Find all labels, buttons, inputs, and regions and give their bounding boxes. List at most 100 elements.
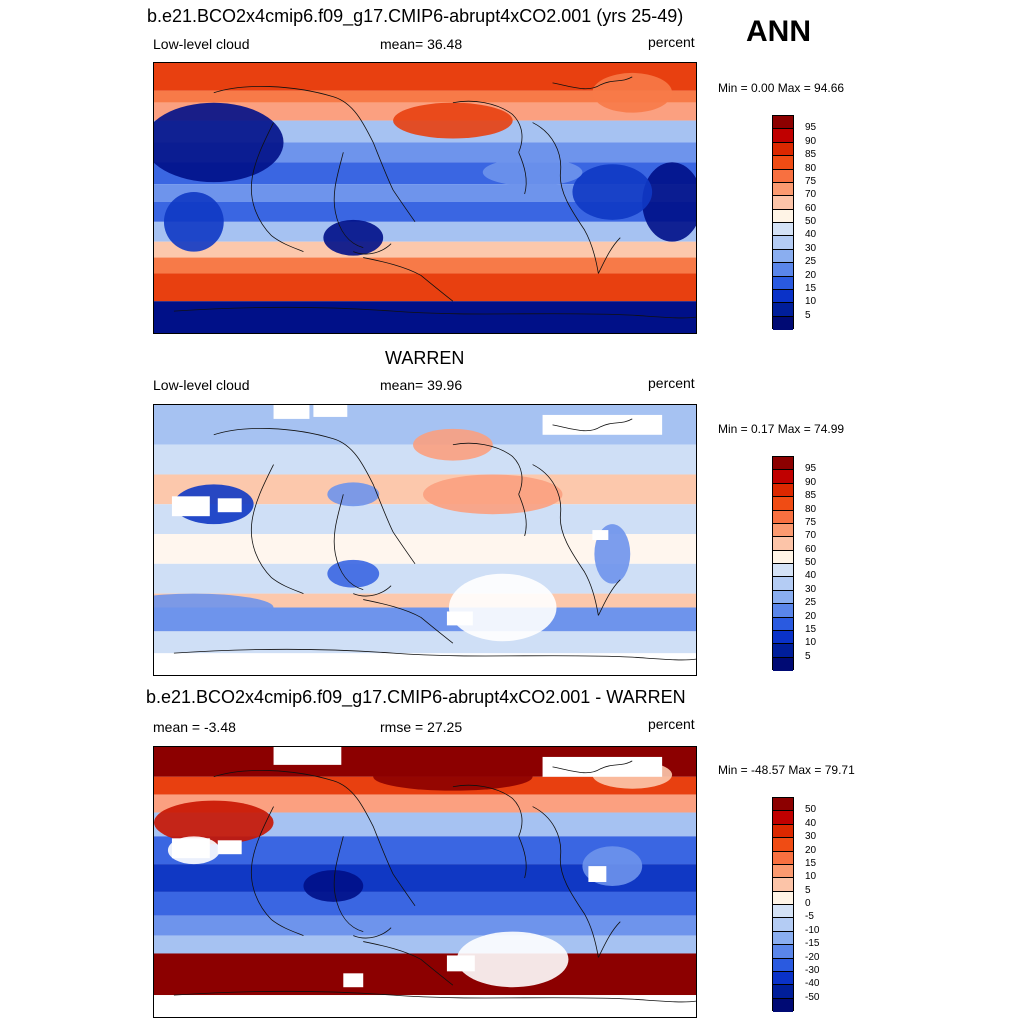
colorbar-swatch: [773, 236, 793, 250]
panel-2-variable-label: Low-level cloud: [153, 377, 250, 393]
colorbar-swatch: [773, 223, 793, 237]
colorbar-tick-label: 30: [805, 583, 817, 595]
colorbar-swatch: [773, 564, 793, 578]
panel-2-map: [153, 404, 697, 676]
panel-1-variable-label: Low-level cloud: [153, 36, 250, 52]
colorbar-tick-label: 75: [805, 175, 817, 187]
colorbar-tick-label: 0: [805, 898, 811, 909]
colorbar-tick-label: 20: [805, 844, 817, 856]
colorbar-tick-label: 80: [805, 503, 817, 515]
colorbar-swatch: [773, 630, 793, 645]
colorbar-tick-label: 50: [805, 216, 817, 227]
panel-3-mean-label: mean = -3.48: [153, 719, 236, 735]
colorbar-swatch: [773, 209, 793, 223]
colorbar-swatch: [773, 891, 793, 905]
colorbar-swatch: [773, 303, 793, 317]
panel-3-rmse-label: rmse = 27.25: [380, 719, 463, 735]
colorbar-swatch: [773, 537, 793, 551]
panel-1-map: [153, 62, 697, 334]
colorbar-swatch: [773, 798, 793, 812]
colorbar-tick-label: -30: [805, 964, 820, 976]
colorbar-tick-label: 20: [805, 610, 817, 622]
colorbar-tick-label: 10: [805, 296, 817, 308]
colorbar-swatch: [773, 864, 793, 879]
colorbar-tick-label: 40: [805, 570, 817, 582]
panel-1-title: b.e21.BCO2x4cmip6.f09_g17.CMIP6-abrupt4x…: [147, 6, 684, 26]
colorbar-tick-label: 85: [805, 490, 817, 502]
panel-1-colorbar: [772, 115, 794, 330]
colorbar-swatch: [773, 657, 793, 671]
colorbar-swatch: [773, 878, 793, 892]
colorbar-tick-label: 70: [805, 530, 817, 542]
colorbar-tick-label: 90: [805, 476, 817, 488]
colorbar-swatch: [773, 156, 793, 170]
colorbar-tick-label: 25: [805, 256, 817, 268]
colorbar-swatch: [773, 142, 793, 157]
colorbar-swatch: [773, 289, 793, 304]
colorbar-tick-label: 50: [805, 557, 817, 568]
panel-2-minmax: Min = 0.17 Max = 74.99: [718, 422, 845, 436]
colorbar-swatch: [773, 196, 793, 210]
colorbar-swatch: [773, 523, 793, 538]
colorbar-swatch: [773, 617, 793, 631]
colorbar-tick-label: 60: [805, 543, 817, 555]
colorbar-tick-label: 85: [805, 149, 817, 161]
colorbar-swatch: [773, 316, 793, 330]
colorbar-tick-label: 40: [805, 229, 817, 241]
colorbar-tick-label: -50: [805, 991, 820, 1003]
colorbar-tick-label: -5: [805, 911, 814, 923]
colorbar-swatch: [773, 918, 793, 932]
colorbar-tick-label: 10: [805, 637, 817, 649]
colorbar-tick-label: -15: [805, 938, 820, 950]
colorbar-tick-label: 15: [805, 623, 817, 635]
colorbar-swatch: [773, 931, 793, 946]
colorbar-tick-label: 5: [805, 650, 811, 662]
colorbar-tick-label: -20: [805, 951, 820, 963]
colorbar-swatch: [773, 116, 793, 130]
colorbar-swatch: [773, 129, 793, 143]
colorbar-swatch: [773, 276, 793, 290]
panel-3-map: [153, 746, 697, 1018]
colorbar-tick-label: 70: [805, 189, 817, 201]
colorbar-swatch: [773, 985, 793, 999]
colorbar-swatch: [773, 838, 793, 852]
colorbar-swatch: [773, 470, 793, 484]
colorbar-tick-label: 25: [805, 597, 817, 609]
panel-2-title: WARREN: [385, 348, 465, 368]
colorbar-swatch: [773, 182, 793, 197]
colorbar-swatch: [773, 550, 793, 564]
colorbar-swatch: [773, 249, 793, 264]
colorbar-swatch: [773, 497, 793, 511]
panel-3-units-label: percent: [648, 716, 695, 732]
panel-1-mean-label: mean= 36.48: [380, 36, 463, 52]
colorbar-tick-label: 30: [805, 242, 817, 254]
colorbar-swatch: [773, 811, 793, 825]
colorbar-tick-label: 10: [805, 871, 817, 883]
season-label: ANN: [746, 15, 811, 48]
colorbar-swatch: [773, 945, 793, 959]
colorbar-tick-label: 40: [805, 817, 817, 829]
colorbar-swatch: [773, 169, 793, 183]
panel-1-minmax: Min = 0.00 Max = 94.66: [718, 81, 845, 95]
colorbar-swatch: [773, 958, 793, 972]
colorbar-swatch: [773, 457, 793, 471]
panel-2-mean-label: mean= 39.96: [380, 377, 463, 393]
colorbar-swatch: [773, 824, 793, 839]
colorbar-tick-label: 5: [805, 884, 811, 896]
colorbar-tick-label: 60: [805, 202, 817, 214]
colorbar-tick-label: 80: [805, 162, 817, 174]
colorbar-swatch: [773, 577, 793, 591]
colorbar-swatch: [773, 644, 793, 658]
colorbar-swatch: [773, 604, 793, 618]
colorbar-swatch: [773, 590, 793, 605]
colorbar-swatch: [773, 483, 793, 498]
colorbar-tick-label: 90: [805, 135, 817, 147]
panel-3-colorbar: [772, 797, 794, 1012]
colorbar-tick-label: 30: [805, 831, 817, 843]
colorbar-tick-label: 75: [805, 516, 817, 528]
panel-2-colorbar: [772, 456, 794, 671]
colorbar-tick-label: 95: [805, 122, 817, 134]
panel-3-title: b.e21.BCO2x4cmip6.f09_g17.CMIP6-abrupt4x…: [146, 687, 686, 707]
colorbar-tick-label: 15: [805, 282, 817, 294]
colorbar-swatch: [773, 998, 793, 1012]
